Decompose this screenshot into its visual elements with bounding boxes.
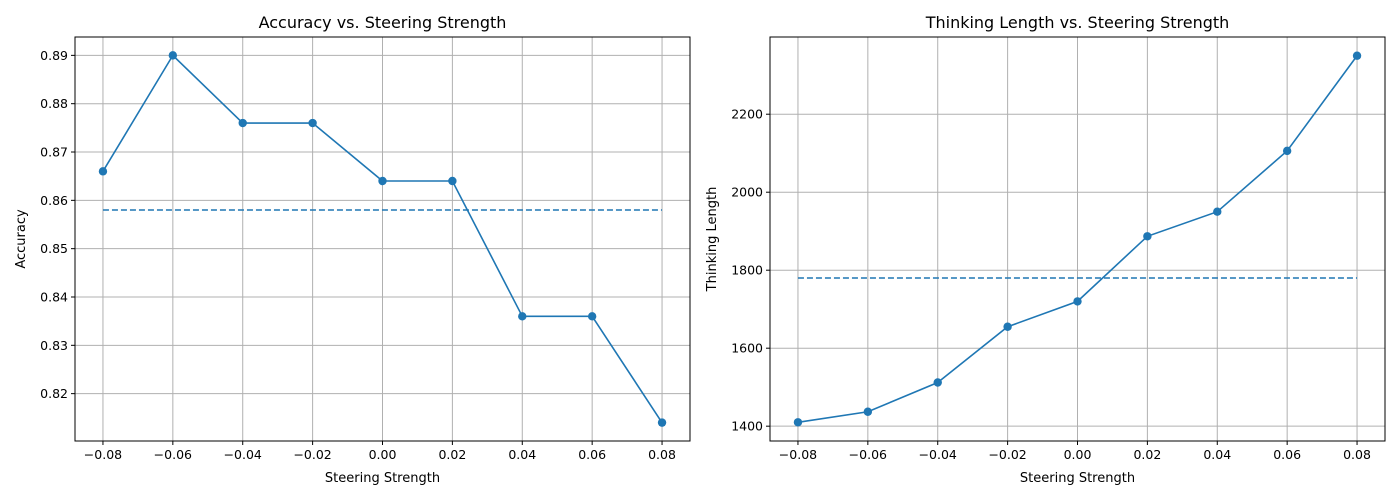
chart-title: Thinking Length vs. Steering Strength: [925, 13, 1230, 32]
y-tick-label: 0.82: [40, 386, 68, 401]
y-tick-label: 0.85: [40, 241, 68, 256]
y-tick-label: 1800: [731, 263, 763, 278]
x-tick-label: −0.08: [779, 447, 817, 462]
y-tick-label: 1400: [731, 419, 763, 434]
data-point: [518, 312, 527, 321]
data-point: [1282, 146, 1292, 156]
x-tick-label: 0.06: [1273, 447, 1301, 462]
chart-panel-1: −0.08 −0.06 −0.04 −0.02 0.00 0.02 0.04 0.06 0.08…: [705, 13, 1386, 486]
x-tick-label: −0.02: [988, 447, 1026, 462]
x-tick-label: −0.04: [919, 447, 957, 462]
data-point: [308, 118, 317, 128]
x-tick-label: −0.02: [293, 447, 331, 462]
y-tick-label: 1600: [731, 341, 763, 356]
x-tick-label: 0.08: [648, 447, 676, 462]
y-tick-label: 2000: [731, 185, 763, 200]
x-tick-label: 0.00: [369, 447, 397, 462]
x-tick-label: 0.08: [1343, 447, 1371, 462]
data-point: [168, 51, 178, 60]
chart-title: Accuracy vs. Steering Strength: [259, 13, 507, 32]
y-axis-label: Accuracy: [14, 209, 29, 269]
x-axis-label: Steering Strength: [325, 471, 440, 486]
plot-frame: [74, 36, 691, 442]
y-tick-label: 0.88: [40, 96, 68, 111]
data-point: [98, 167, 108, 176]
y-tick-label: 0.89: [40, 48, 68, 63]
x-tick-label: 0.02: [1133, 447, 1161, 462]
y-tick-label: 0.87: [40, 145, 68, 160]
y-tick-label: 2200: [731, 107, 763, 122]
y-tick-label: 0.84: [40, 289, 68, 304]
data-point: [1003, 322, 1012, 331]
y-axis-label: Thinking Length: [705, 187, 720, 293]
x-axis-label: Steering Strength: [1020, 471, 1135, 486]
data-point: [1352, 51, 1362, 60]
x-tick-label: −0.06: [849, 447, 887, 462]
x-tick-label: 0.04: [508, 447, 536, 462]
plot-frame: [769, 36, 1386, 442]
x-tick-label: 0.00: [1064, 447, 1092, 462]
x-tick-label: −0.06: [154, 447, 192, 462]
data-point: [378, 176, 387, 186]
data-point: [933, 378, 942, 387]
data-point: [448, 176, 457, 186]
x-tick-label: −0.08: [84, 447, 122, 462]
data-point: [1213, 207, 1222, 216]
chart-panel-0: −0.08 −0.06 −0.04 −0.02 0.00 0.02 0.04 0.06 0.08…: [14, 13, 691, 486]
x-tick-label: −0.04: [224, 447, 262, 462]
y-tick-label: 0.83: [40, 338, 68, 353]
y-tick-label: 0.86: [40, 193, 68, 208]
x-tick-label: 0.04: [1203, 447, 1231, 462]
data-point: [657, 418, 667, 427]
x-tick-label: 0.02: [438, 447, 466, 462]
data-point: [1073, 297, 1082, 306]
data-point: [238, 118, 247, 128]
data-point: [587, 312, 597, 321]
data-point: [793, 418, 803, 427]
data-point: [863, 407, 873, 416]
x-tick-label: 0.06: [578, 447, 606, 462]
data-point: [1143, 232, 1152, 241]
